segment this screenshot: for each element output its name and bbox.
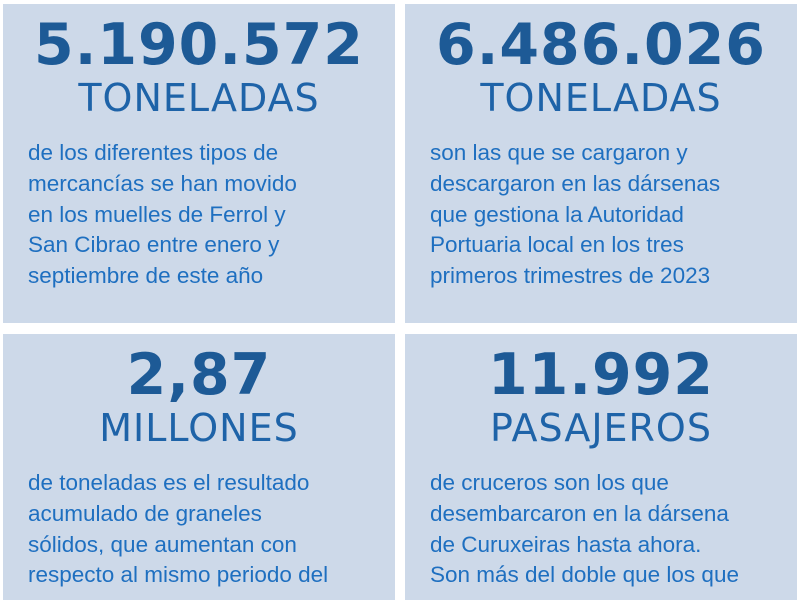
- stat-unit: PASAJEROS: [490, 406, 712, 450]
- stat-description: son las que se cargaron y descargaron en…: [430, 140, 721, 289]
- stat-unit: TONELADAS: [78, 76, 320, 120]
- stat-number: 2,87: [126, 342, 272, 408]
- stat-card-tonnage-loaded: 6.486.026 TONELADAS son las que se carga…: [405, 4, 797, 323]
- stat-unit: TONELADAS: [480, 76, 722, 120]
- stat-card-tonnage-moved: 5.190.572 TONELADAS de los diferentes ti…: [3, 4, 395, 323]
- stat-description: de toneladas es el resultado acumulado d…: [28, 470, 329, 588]
- stat-number: 11.992: [488, 342, 714, 408]
- stat-card-cruise-passengers: 11.992 PASAJEROS de cruceros son los que…: [405, 334, 797, 600]
- stat-unit: MILLONES: [99, 406, 299, 450]
- stat-description: de los diferentes tipos de mercancías se…: [28, 140, 297, 289]
- stat-number: 6.486.026: [436, 12, 766, 78]
- stat-card-solid-bulk: 2,87 MILLONES de toneladas es el resulta…: [3, 334, 395, 600]
- stat-number: 5.190.572: [34, 12, 364, 78]
- stat-description: de cruceros son los que desembarcaron en…: [430, 470, 739, 588]
